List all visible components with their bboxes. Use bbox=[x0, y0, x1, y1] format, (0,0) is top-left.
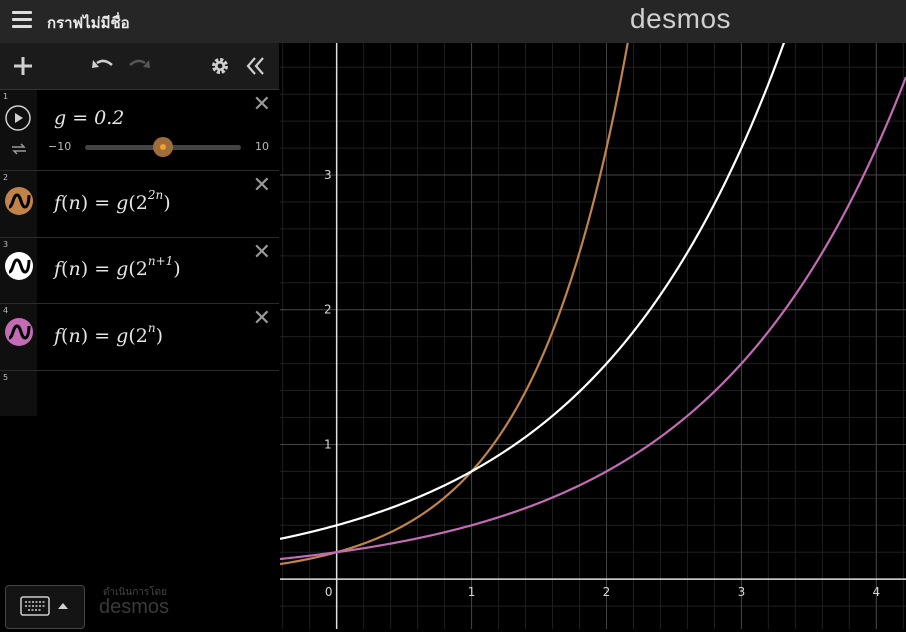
double-chevron-left-icon[interactable] bbox=[245, 55, 267, 77]
row-number: 4 bbox=[3, 306, 9, 315]
expression-row[interactable]: 2 f(n) = g(22n) ✕ bbox=[0, 171, 279, 238]
row-gutter: 4 bbox=[0, 304, 37, 370]
empty-expression-row[interactable]: 5 bbox=[0, 371, 279, 416]
keyboard-icon bbox=[20, 596, 68, 616]
gear-icon[interactable] bbox=[209, 55, 231, 77]
row-gutter: 2 bbox=[0, 171, 37, 237]
graph-canvas[interactable]: 0 1 2 3 4 1 2 3 bbox=[280, 43, 906, 629]
formula-var: n bbox=[68, 258, 81, 280]
expression-formula[interactable]: f(n) = g(2n+1) bbox=[54, 254, 181, 280]
formula-exponent: n bbox=[147, 321, 156, 335]
formula-lhs: f bbox=[54, 258, 62, 280]
x-tick-label: 2 bbox=[603, 585, 611, 599]
y-tick-label: 3 bbox=[324, 168, 332, 182]
expression-toolbar bbox=[0, 43, 279, 90]
row-number: 2 bbox=[3, 173, 9, 182]
loop-icon[interactable] bbox=[10, 141, 28, 155]
row-number: 3 bbox=[3, 240, 9, 249]
formula-fn: g bbox=[116, 325, 129, 347]
y-tick-label: 1 bbox=[324, 437, 332, 451]
desmos-logo: desmos bbox=[630, 3, 732, 34]
row-gutter: 1 bbox=[0, 90, 37, 170]
row-gutter: 5 bbox=[0, 371, 37, 416]
formula-exponent: 2n bbox=[147, 188, 164, 202]
formula-eq: = bbox=[94, 325, 111, 347]
formula-exponent: n+1 bbox=[147, 254, 174, 268]
curve-color-icon[interactable] bbox=[5, 187, 33, 215]
row-number: 5 bbox=[3, 373, 9, 382]
formula-fn: g bbox=[116, 192, 129, 214]
menu-icon[interactable] bbox=[12, 11, 32, 29]
x-tick-label: 0 bbox=[325, 585, 333, 599]
graph-title[interactable]: กราฟไม่มีชื่อ bbox=[47, 14, 130, 32]
x-tick-label: 3 bbox=[738, 585, 746, 599]
formula-base: 2 bbox=[135, 192, 148, 214]
undo-icon[interactable] bbox=[90, 55, 116, 77]
expression-row[interactable]: 1 g = 0.2 −10 10 ✕ bbox=[0, 90, 279, 171]
expression-formula[interactable]: f(n) = g(22n) bbox=[54, 188, 171, 214]
delete-expression-icon[interactable]: ✕ bbox=[252, 173, 271, 198]
y-tick-label: 2 bbox=[324, 303, 332, 317]
expression-row[interactable]: 3 f(n) = g(2n+1) ✕ bbox=[0, 238, 279, 304]
formula-var: n bbox=[68, 325, 81, 347]
expression-row[interactable]: 4 f(n) = g(2n) ✕ bbox=[0, 304, 279, 371]
row-number: 1 bbox=[3, 92, 9, 101]
curve-series-2 bbox=[280, 43, 786, 540]
play-icon[interactable] bbox=[5, 105, 31, 131]
slider-max[interactable]: 10 bbox=[255, 140, 269, 153]
formula-base: 2 bbox=[135, 325, 148, 347]
formula-fn: g bbox=[116, 258, 129, 280]
formula-lhs: f bbox=[54, 325, 62, 347]
redo-icon[interactable] bbox=[126, 55, 152, 77]
curve-series-3 bbox=[280, 76, 906, 561]
expression-list: 1 g = 0.2 −10 10 ✕ 2 f(n) = g(22n) ✕ bbox=[0, 90, 279, 629]
formula-lhs: f bbox=[54, 192, 62, 214]
slider-expression[interactable]: g = 0.2 bbox=[54, 107, 125, 129]
top-bar: กราฟไม่มีชื่อ desmos bbox=[0, 0, 906, 43]
formula-var: n bbox=[68, 192, 81, 214]
formula-eq: = bbox=[94, 192, 111, 214]
curve-color-icon[interactable] bbox=[5, 318, 33, 346]
slider-thumb[interactable] bbox=[153, 137, 173, 157]
expression-formula[interactable]: f(n) = g(2n) bbox=[54, 321, 163, 347]
plus-icon[interactable] bbox=[11, 54, 35, 78]
keyboard-toggle-button[interactable] bbox=[5, 585, 85, 629]
delete-expression-icon[interactable]: ✕ bbox=[252, 240, 271, 265]
curve-color-icon[interactable] bbox=[5, 252, 33, 280]
powered-by-logo: desmos bbox=[99, 596, 170, 618]
delete-expression-icon[interactable]: ✕ bbox=[252, 92, 271, 117]
x-tick-label: 1 bbox=[468, 585, 476, 599]
powered-by-label: ดำเนินการโดย bbox=[103, 587, 167, 598]
formula-eq: = bbox=[94, 258, 111, 280]
x-tick-label: 4 bbox=[872, 585, 880, 599]
formula-base: 2 bbox=[135, 258, 148, 280]
graph-background bbox=[280, 43, 906, 629]
delete-expression-icon[interactable]: ✕ bbox=[252, 306, 271, 331]
slider-min[interactable]: −10 bbox=[48, 140, 72, 153]
row-gutter: 3 bbox=[0, 238, 37, 303]
